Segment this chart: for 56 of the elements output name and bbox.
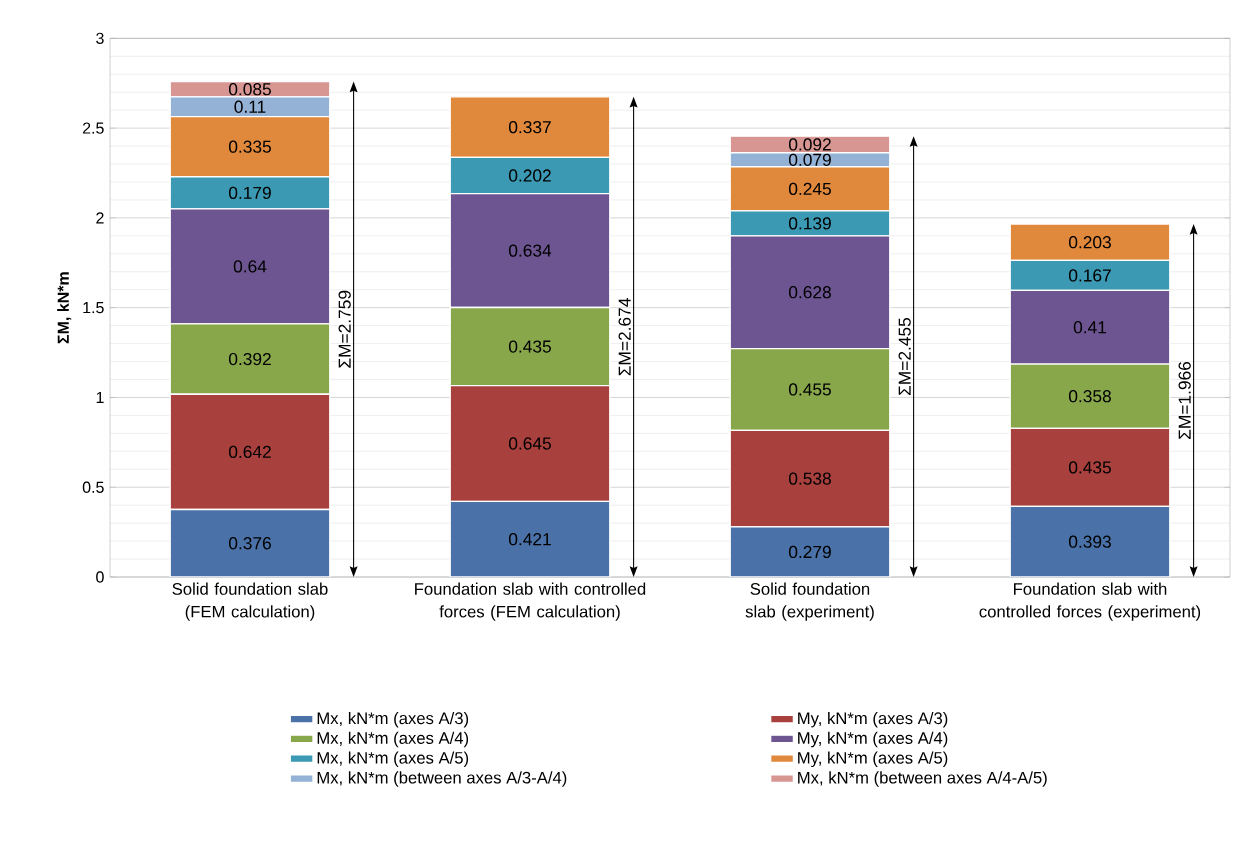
- data-label: 0.455: [788, 383, 831, 396]
- bar: [169, 508, 331, 578]
- data-label: 0.628: [788, 286, 831, 299]
- data-label: 0.337: [508, 120, 551, 134]
- data-label: 0.139: [788, 217, 831, 230]
- data-label: 0.092: [788, 138, 831, 151]
- data-label: 0.11: [234, 100, 266, 113]
- data-label: 0.335: [228, 140, 271, 153]
- data-label: 0.358: [1068, 390, 1111, 403]
- total-label: ΣM=2.455: [898, 318, 911, 395]
- total-label: ΣM=2.759: [338, 290, 351, 368]
- data-label: 0.642: [228, 445, 271, 458]
- total-label: ΣM=1.966: [1178, 361, 1191, 439]
- legend-label: Mx, kN*m (between axes A/4-A/5): [798, 771, 1047, 787]
- y-axis-title: ΣM, kN*m: [57, 272, 72, 344]
- x-tick-label: Solid foundation slab (experiment): [745, 582, 874, 621]
- y-tick-label: 3: [96, 32, 104, 44]
- data-label: 0.41: [1073, 321, 1107, 334]
- data-label: 0.202: [508, 169, 551, 182]
- data-label: 0.634: [508, 244, 552, 257]
- data-label: 0.392: [228, 352, 271, 366]
- legend-label: Mx, kN*m (axes A/4): [317, 731, 469, 748]
- data-label: 0.179: [228, 186, 271, 199]
- bar: [1009, 505, 1171, 578]
- data-label: 0.376: [228, 537, 271, 550]
- total-label: ΣM=2.674: [618, 298, 631, 376]
- data-label: 0.079: [788, 153, 831, 166]
- bar: [729, 526, 891, 578]
- y-tick-label: 2: [96, 212, 104, 224]
- data-label: 0.085: [228, 83, 271, 96]
- bar: [449, 500, 611, 578]
- data-label: 0.203: [1068, 236, 1111, 249]
- data-label: 0.279: [788, 545, 831, 559]
- y-tick-label: 2.5: [82, 122, 104, 134]
- data-label: 0.245: [788, 182, 831, 196]
- x-tick-label: Solid foundation slab (FEM calculation): [172, 582, 328, 621]
- data-label: 0.538: [788, 472, 831, 485]
- legend-label: My, kN*m (axes A/4): [798, 731, 948, 748]
- data-label: 0.64: [233, 260, 267, 273]
- legend-label: Mx, kN*m (axes A/3): [317, 711, 469, 728]
- data-label: 0.435: [508, 340, 551, 353]
- data-label: 0.393: [1068, 535, 1111, 548]
- y-tick-label: 0: [96, 571, 104, 583]
- data-label: 0.167: [1068, 269, 1111, 282]
- x-tick-label: Foundation slab with controlled forces (FEM calculation): [415, 582, 646, 621]
- y-tick-label: 1.5: [83, 302, 104, 314]
- y-tick-label: 1: [96, 391, 104, 403]
- x-tick-label: Foundation slab with controlled forces (experiment): [979, 582, 1201, 621]
- data-label: 0.645: [508, 437, 551, 450]
- y-tick-label: 0.5: [82, 481, 104, 493]
- legend-label: Mx, kN*m (axes A/5): [317, 751, 469, 768]
- legend-label: My, kN*m (axes A/5): [798, 751, 948, 768]
- legend-label: Mx, kN*m (between axes A/3-A/4): [317, 771, 567, 787]
- data-label: 0.435: [1068, 461, 1111, 474]
- legend-label: My, kN*m (axes A/3): [798, 711, 948, 728]
- data-label: 0.421: [508, 533, 551, 546]
